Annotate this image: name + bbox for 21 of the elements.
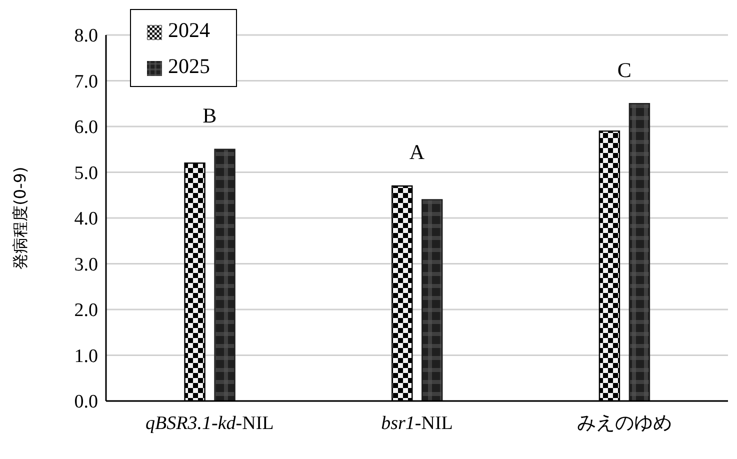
bar: [628, 103, 650, 401]
bar: [214, 148, 236, 401]
annotation: C: [617, 58, 632, 82]
x-tick-label: qBSR3.1-kd-NIL: [146, 413, 274, 434]
annotation: B: [202, 104, 217, 128]
x-tick-label: みえのゆめ: [576, 413, 672, 434]
y-tick-label: 7.0: [74, 71, 98, 92]
y-tick-label: 4.0: [74, 208, 98, 230]
bar: [422, 199, 443, 401]
y-tick-label: 1.0: [74, 346, 98, 367]
x-tick-label: bsr1-NIL: [381, 413, 453, 434]
y-tick-label: 8.0: [74, 26, 98, 47]
legend-label: 2024: [168, 18, 210, 42]
legend-label: 2025: [168, 54, 210, 78]
y-tick-label: 2.0: [74, 300, 98, 322]
y-tick-label: 6.0: [74, 117, 98, 138]
y-axis-title: 発病程度(0-9): [10, 166, 30, 270]
y-tick-label: 3.0: [74, 254, 98, 276]
y-tick-label: 5.0: [74, 162, 98, 184]
annotation: A: [409, 140, 426, 164]
y-tick-label: 0.0: [74, 392, 98, 413]
